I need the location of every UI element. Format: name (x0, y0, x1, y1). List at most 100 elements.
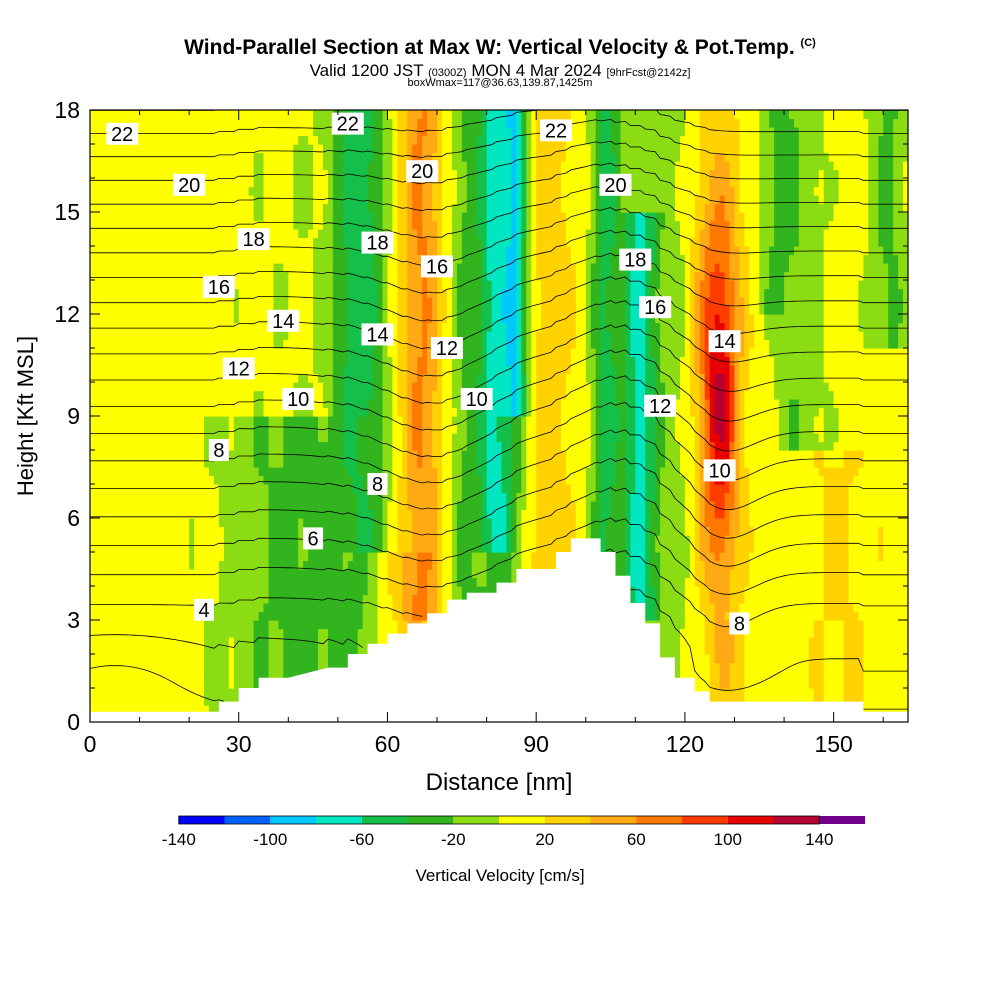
velocity-cell (843, 637, 864, 647)
velocity-cell (536, 450, 567, 460)
velocity-cell (699, 322, 706, 332)
velocity-cell (729, 356, 736, 366)
velocity-cell (660, 322, 686, 332)
velocity-cell (461, 254, 483, 264)
velocity-cell (595, 203, 602, 213)
velocity-cell (570, 356, 587, 366)
velocity-cell (313, 322, 334, 332)
velocity-cell (729, 407, 736, 417)
velocity-cell (749, 492, 825, 502)
velocity-cell (253, 203, 265, 213)
velocity-cell (461, 382, 478, 392)
velocity-cell (407, 484, 438, 494)
velocity-cell (704, 645, 716, 655)
velocity-cell (511, 169, 517, 179)
velocity-cell (590, 433, 597, 443)
velocity-cell (402, 611, 413, 621)
velocity-cell (253, 620, 270, 630)
velocity-cell (729, 526, 740, 536)
velocity-cell (565, 144, 592, 154)
velocity-cell (417, 237, 428, 247)
velocity-cell (714, 645, 736, 655)
velocity-cell (650, 518, 661, 528)
velocity-cell (521, 339, 527, 349)
velocity-cell (561, 433, 592, 443)
velocity-cell (382, 441, 393, 451)
velocity-cell (813, 416, 825, 426)
velocity-cell (704, 441, 711, 451)
velocity-cell (90, 365, 314, 375)
velocity-cell (645, 484, 656, 494)
velocity-cell (734, 475, 741, 485)
velocity-cell (362, 594, 379, 604)
velocity-cell (90, 424, 205, 434)
velocity-cell (521, 127, 527, 137)
velocity-cell (352, 552, 369, 562)
velocity-cell (739, 288, 750, 298)
velocity-cell (466, 178, 478, 188)
velocity-cell (615, 237, 626, 247)
velocity-cell (749, 518, 825, 528)
velocity-cell (684, 331, 691, 341)
velocity-cell (372, 526, 384, 536)
velocity-cell (481, 492, 488, 502)
velocity-cell (625, 552, 631, 562)
velocity-cell (843, 688, 864, 698)
velocity-cell (680, 237, 691, 247)
velocity-cell (437, 288, 448, 298)
velocity-cell (313, 220, 324, 230)
velocity-cell (194, 518, 220, 528)
velocity-cell (456, 263, 483, 273)
velocity-cell (635, 390, 646, 400)
velocity-cell (382, 356, 393, 366)
velocity-cell (645, 433, 656, 443)
velocity-cell (694, 569, 706, 579)
velocity-cell (442, 543, 453, 553)
velocity-cell (565, 152, 592, 162)
contour-label: 12 (644, 394, 677, 418)
velocity-cell (392, 424, 403, 434)
contour-label-text: 14 (366, 324, 388, 346)
contour-label: 20 (406, 160, 439, 183)
velocity-cell (298, 526, 304, 536)
contour-label-text: 16 (426, 256, 448, 278)
velocity-cell (437, 382, 443, 392)
velocity-cell (407, 212, 413, 222)
velocity-cell (318, 662, 329, 672)
velocity-cell (620, 169, 676, 179)
velocity-cell (397, 382, 408, 392)
velocity-cell (734, 424, 741, 434)
velocity-cell (590, 203, 597, 213)
velocity-cell (442, 322, 453, 332)
velocity-cell (650, 569, 661, 579)
velocity-cell (536, 475, 567, 485)
velocity-cell (308, 552, 344, 562)
velocity-cell (595, 356, 602, 366)
velocity-cell (570, 254, 587, 264)
velocity-cell (823, 356, 908, 366)
velocity-cell (273, 280, 289, 290)
velocity-cell (194, 535, 225, 545)
velocity-cell (90, 637, 205, 647)
velocity-cell (451, 594, 463, 604)
velocity-cell (684, 271, 691, 281)
velocity-cell (764, 331, 825, 341)
velocity-cell (680, 662, 711, 672)
velocity-cell (486, 407, 512, 417)
velocity-cell (595, 135, 602, 145)
velocity-cell (442, 169, 458, 179)
velocity-cell (90, 594, 220, 604)
velocity-cell (313, 356, 334, 366)
contour-label-text: 18 (624, 250, 646, 272)
velocity-cell (684, 509, 696, 519)
velocity-cell (521, 288, 527, 298)
velocity-cell (303, 518, 359, 528)
velocity-cell (808, 671, 825, 681)
velocity-cell (595, 382, 602, 392)
velocity-cell (585, 339, 592, 349)
velocity-cell (645, 212, 656, 222)
velocity-cell (585, 509, 592, 519)
velocity-cell (397, 314, 408, 324)
velocity-cell (491, 526, 508, 536)
velocity-cell (739, 195, 760, 205)
